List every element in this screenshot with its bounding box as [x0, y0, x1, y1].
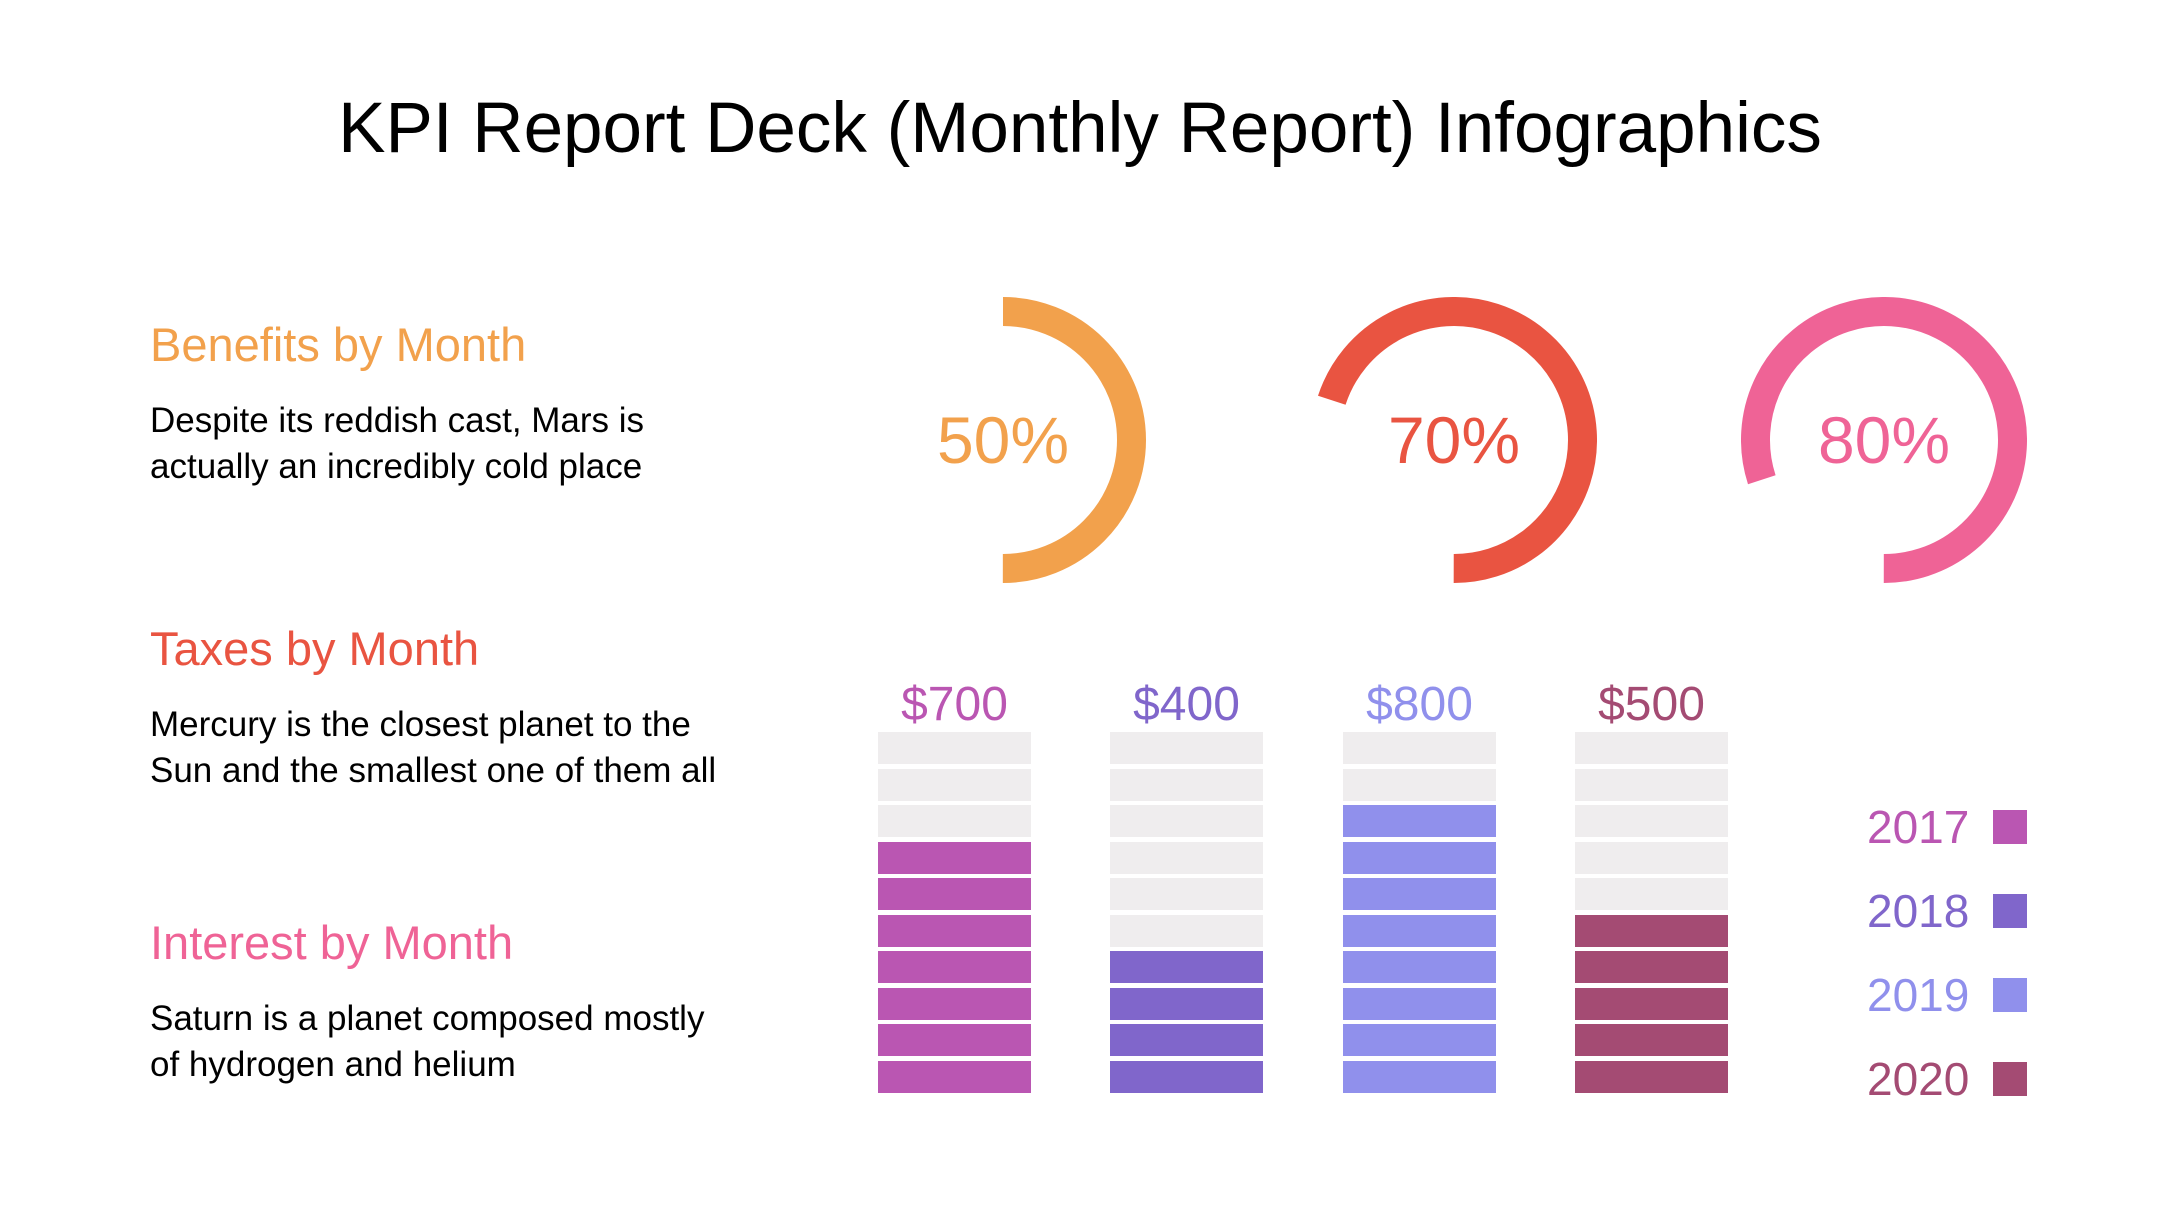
bar-segment-filled: [878, 878, 1031, 910]
progress-ring-value: 70%: [1387, 403, 1521, 477]
bar-segment-filled: [878, 1060, 1031, 1093]
legend-swatch: [1993, 894, 2028, 928]
bar-segment-empty: [1575, 732, 1728, 764]
bar-segments: [1343, 732, 1496, 1093]
legend-row-2017: 2017: [1867, 800, 2028, 854]
bar-segment-filled: [1575, 1060, 1728, 1093]
bar-segment-filled: [1343, 1060, 1496, 1093]
progress-ring-arc: [860, 297, 1146, 583]
bar-segment-filled: [1110, 987, 1263, 1020]
bar-value-label: $700: [901, 678, 1008, 731]
section-interest: Interest by Month Saturn is a planet com…: [150, 916, 790, 1088]
bar-column-2020: $500: [1575, 660, 1728, 1093]
bar-segment-filled: [1343, 914, 1496, 947]
legend-swatch: [1993, 810, 2028, 844]
bar-segments: [1575, 732, 1728, 1093]
body-line: Despite its reddish cast, Mars is: [150, 401, 645, 441]
bar-column-2018: $400: [1110, 660, 1263, 1093]
section-interest-heading: Interest by Month: [150, 916, 514, 969]
bar-segment-filled: [1343, 987, 1496, 1020]
section-taxes: Taxes by Month Mercury is the closest pl…: [150, 622, 790, 794]
progress-ring-70: 70%: [1311, 297, 1597, 583]
progress-ring-value: 80%: [1817, 403, 1951, 477]
bar-segment-filled: [1110, 1024, 1263, 1056]
bar-segment-empty: [1575, 878, 1728, 910]
bar-segment-empty: [1575, 841, 1728, 874]
bar-segments: [878, 732, 1031, 1093]
bar-segment-empty: [1110, 732, 1263, 764]
legend-year-label: 2017: [1867, 801, 1970, 853]
bar-segment-empty: [1110, 914, 1263, 947]
bar-segment-filled: [1343, 805, 1496, 837]
bar-segment-filled: [1575, 1024, 1728, 1056]
bar-segment-filled: [1110, 1060, 1263, 1093]
section-interest-body: Saturn is a planet composed mostly of hy…: [150, 996, 790, 1088]
bar-segment-filled: [1343, 878, 1496, 910]
bar-segment-filled: [1343, 841, 1496, 874]
bar-segment-empty: [878, 805, 1031, 837]
progress-ring-80: 80%: [1741, 297, 2027, 583]
bar-column-2017: $700: [878, 660, 1031, 1093]
progress-ring-value: 50%: [936, 403, 1070, 477]
bar-segment-empty: [1575, 805, 1728, 837]
progress-ring-arc: [1311, 297, 1597, 583]
bar-segments: [1110, 732, 1263, 1093]
section-benefits-heading: Benefits by Month: [150, 318, 527, 371]
bar-segment-filled: [1110, 951, 1263, 983]
bar-segment-filled: [1343, 1024, 1496, 1056]
legend-row-2018: 2018: [1867, 884, 2028, 938]
legend-swatch: [1993, 1062, 2028, 1096]
body-line: actually an incredibly cold place: [150, 447, 643, 487]
body-line: Sun and the smallest one of them all: [150, 751, 717, 791]
body-line: of hydrogen and helium: [150, 1045, 516, 1085]
bar-segment-empty: [1110, 878, 1263, 910]
bar-segment-filled: [1575, 987, 1728, 1020]
section-taxes-body: Mercury is the closest planet to the Sun…: [150, 702, 790, 794]
page-title: KPI Report Deck (Monthly Report) Infogra…: [338, 89, 1822, 168]
legend-year-label: 2019: [1867, 969, 1970, 1021]
bar-segment-filled: [1575, 951, 1728, 983]
bar-segment-filled: [878, 987, 1031, 1020]
legend-row-2020: 2020: [1867, 1052, 2028, 1106]
bar-segment-empty: [878, 768, 1031, 801]
chart-legend: 2017 2018 2019 2020: [1867, 800, 2028, 1106]
bar-segment-filled: [1343, 951, 1496, 983]
progress-ring-50: 50%: [860, 297, 1146, 583]
body-line: Saturn is a planet composed mostly: [150, 999, 705, 1039]
bar-segment-filled: [878, 1024, 1031, 1056]
bar-segment-filled: [878, 914, 1031, 947]
bar-segment-empty: [878, 732, 1031, 764]
bar-value-label: $400: [1133, 678, 1240, 731]
bar-segment-empty: [1575, 768, 1728, 801]
progress-ring-arc: [1741, 297, 2027, 583]
section-benefits-body: Despite its reddish cast, Mars is actual…: [150, 398, 790, 490]
bar-segment-empty: [1110, 805, 1263, 837]
body-line: Mercury is the closest planet to the: [150, 705, 691, 745]
section-benefits: Benefits by Month Despite its reddish ca…: [150, 318, 790, 490]
bar-segment-filled: [878, 841, 1031, 874]
bar-segment-filled: [1575, 914, 1728, 947]
legend-year-label: 2020: [1867, 1053, 1970, 1105]
bar-column-2019: $800: [1343, 660, 1496, 1093]
bar-segment-empty: [1110, 768, 1263, 801]
bar-segment-filled: [878, 951, 1031, 983]
bar-segment-empty: [1343, 732, 1496, 764]
bar-value-label: $500: [1598, 678, 1705, 731]
legend-swatch: [1993, 978, 2028, 1012]
legend-row-2019: 2019: [1867, 968, 2028, 1022]
bar-value-label: $800: [1366, 678, 1473, 731]
legend-year-label: 2018: [1867, 885, 1970, 937]
bar-segment-empty: [1343, 768, 1496, 801]
bar-segment-empty: [1110, 841, 1263, 874]
section-taxes-heading: Taxes by Month: [150, 622, 480, 675]
